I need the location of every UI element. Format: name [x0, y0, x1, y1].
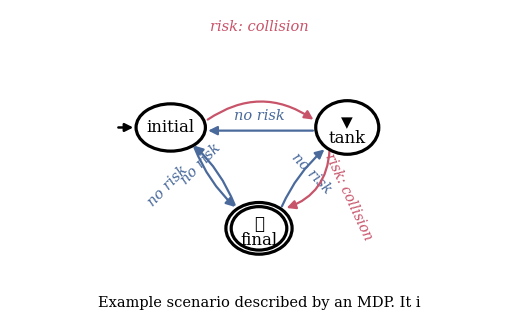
Ellipse shape [136, 104, 206, 151]
Text: final: final [240, 232, 278, 249]
Text: Example scenario described by an MDP. It i: Example scenario described by an MDP. It… [98, 296, 420, 310]
Text: no risk: no risk [289, 150, 334, 196]
Text: risk: collision: risk: collision [210, 20, 308, 34]
Text: no risk: no risk [178, 141, 223, 187]
Text: risk: collision: risk: collision [323, 151, 375, 242]
Text: no risk: no risk [145, 163, 190, 209]
Text: ▼: ▼ [341, 115, 353, 130]
Text: tank: tank [329, 130, 366, 147]
Ellipse shape [226, 203, 292, 254]
Text: initial: initial [147, 119, 195, 136]
Text: no risk: no risk [234, 109, 284, 123]
Ellipse shape [316, 101, 379, 154]
Text: 🏁: 🏁 [254, 215, 264, 233]
